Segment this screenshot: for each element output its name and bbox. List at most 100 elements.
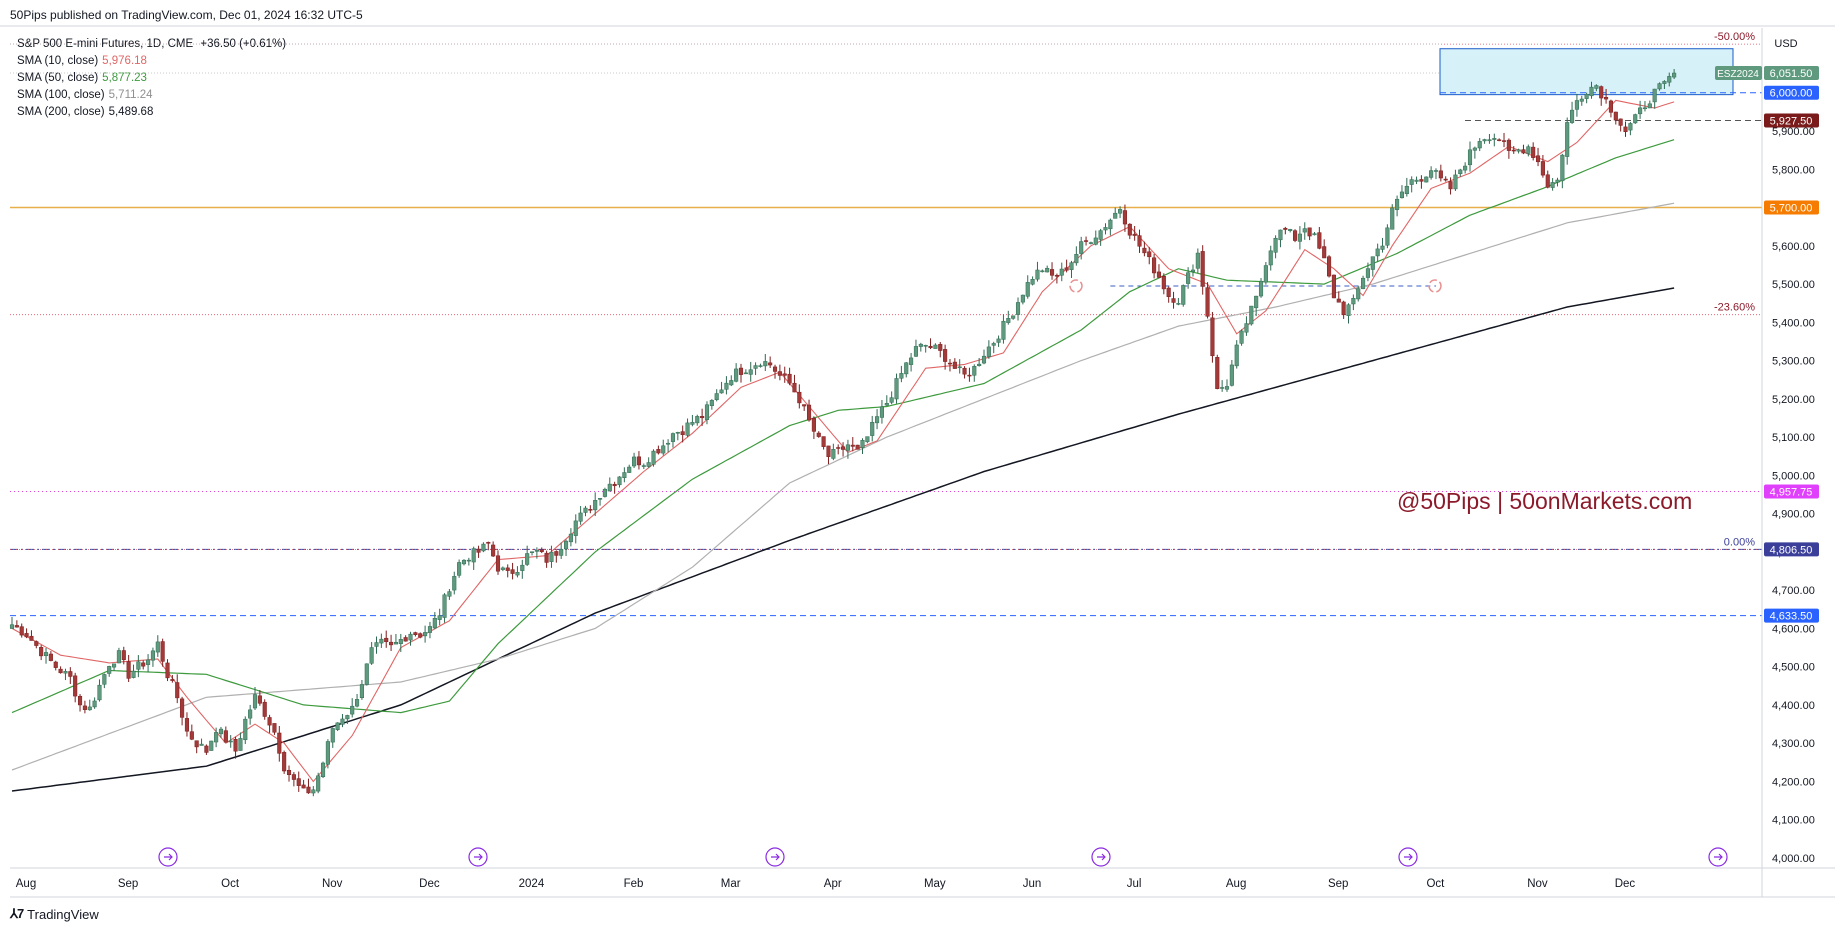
candle-body — [651, 450, 656, 465]
candle-body — [1317, 232, 1322, 249]
candle-body — [1025, 282, 1030, 297]
candle-body — [1429, 170, 1434, 178]
candle-body — [952, 361, 957, 369]
candle-body — [1258, 280, 1264, 297]
candle-body — [1672, 72, 1677, 78]
candle-body — [670, 433, 676, 442]
candle-body — [534, 549, 539, 552]
candle-body — [870, 422, 875, 436]
tradingview-footer[interactable]: ⅄7 TradingView — [10, 906, 99, 922]
candle-body — [165, 662, 170, 679]
candle-body — [364, 663, 369, 685]
candle-body — [43, 652, 49, 657]
candle-body — [476, 548, 481, 553]
candle-body — [1234, 344, 1239, 367]
candle-body — [641, 465, 646, 467]
candle-body — [418, 633, 423, 638]
candle-body — [214, 732, 219, 743]
candle-body — [777, 371, 782, 376]
candle-body — [588, 509, 593, 511]
candle-body — [1103, 227, 1108, 231]
event-marker-icon — [1398, 847, 1418, 867]
sma10-value: 5,976.18 — [102, 55, 147, 67]
tradingview-brand: TradingView — [27, 906, 99, 922]
candle-body — [967, 374, 972, 377]
candle-body — [1137, 235, 1142, 247]
y-tick-label: 5,600.00 — [1772, 241, 1815, 253]
currency-label: USD — [1774, 38, 1797, 50]
candle-body — [291, 774, 296, 780]
candle-body — [1288, 229, 1293, 231]
candle-body — [1263, 265, 1268, 283]
candle-body — [554, 551, 559, 556]
candle-body — [636, 456, 641, 466]
candle-body — [92, 700, 97, 708]
candle-body — [1108, 219, 1113, 230]
sma10-legend[interactable]: SMA (10, close) 5,976.18 — [17, 53, 286, 70]
sma50-label: SMA (50, close) — [17, 72, 99, 84]
candle-body — [1273, 237, 1278, 253]
y-tick-label: 5,000.00 — [1772, 470, 1815, 482]
candle-body — [39, 647, 44, 657]
candle-body — [879, 406, 884, 418]
candle-body — [933, 344, 938, 349]
candle-body — [24, 633, 29, 638]
candle-body — [860, 440, 865, 448]
candle-body — [792, 382, 797, 393]
candle-body — [1657, 83, 1662, 90]
candle-body — [335, 722, 340, 730]
candle-body — [1448, 181, 1453, 190]
level-tag-5 — [1764, 608, 1819, 623]
candle-body — [1069, 262, 1074, 270]
candle-body — [806, 404, 812, 421]
candle-body — [1638, 107, 1643, 115]
candle-body — [1176, 303, 1181, 305]
candle-body — [1433, 170, 1439, 172]
candle-body — [1419, 179, 1424, 182]
level-tag-label-3: 4,957.75 — [1770, 487, 1813, 499]
y-tick-label: 5,500.00 — [1772, 279, 1815, 291]
change-value: +36.50 (+0.61%) — [200, 38, 287, 50]
symbol-row[interactable]: S&P 500 E-mini Futures, 1D, CME +36.50 (… — [17, 36, 286, 53]
candle-body — [1409, 179, 1414, 185]
candle-body — [1604, 96, 1609, 100]
x-tick-label: Jul — [1127, 878, 1142, 890]
sma50-legend[interactable]: SMA (50, close) 5,877.23 — [17, 70, 286, 87]
event-marker-icon — [1091, 847, 1111, 867]
event-arrow-icon — [474, 853, 483, 861]
candle-body — [1599, 86, 1604, 99]
candle-body — [1399, 191, 1405, 199]
candle-body — [1594, 85, 1599, 89]
candle-body — [423, 632, 428, 637]
candle-body — [1516, 149, 1521, 152]
candle-body — [981, 355, 987, 364]
candle-body — [170, 679, 175, 681]
target-zone-box — [1439, 48, 1734, 96]
candle-body — [1244, 323, 1249, 333]
candle-body — [97, 684, 102, 701]
candle-body — [1613, 111, 1618, 121]
candle-body — [1327, 256, 1332, 277]
sma100-legend[interactable]: SMA (100, close) 5,711.24 — [17, 87, 286, 104]
candle-body — [661, 445, 666, 454]
candle-body — [14, 625, 19, 628]
candle-body — [1113, 212, 1118, 219]
candle-body — [1501, 140, 1507, 142]
candle-body — [1395, 198, 1400, 210]
sma200-legend[interactable]: SMA (200, close) 5,489.68 — [17, 104, 286, 121]
candle-body — [787, 373, 792, 384]
candle-body — [656, 449, 661, 454]
candle-body — [442, 594, 447, 618]
candle-body — [539, 549, 544, 553]
candle-body — [437, 615, 442, 620]
candle-body — [1331, 274, 1336, 299]
y-tick-label: 5,400.00 — [1772, 317, 1815, 329]
candle-body — [782, 373, 787, 376]
candle-body — [1584, 94, 1589, 99]
x-tick-label: Nov — [1527, 878, 1548, 890]
candle-body — [447, 591, 452, 597]
candle-body — [690, 422, 695, 425]
candle-body — [1283, 227, 1288, 230]
candle-body — [1171, 298, 1176, 303]
